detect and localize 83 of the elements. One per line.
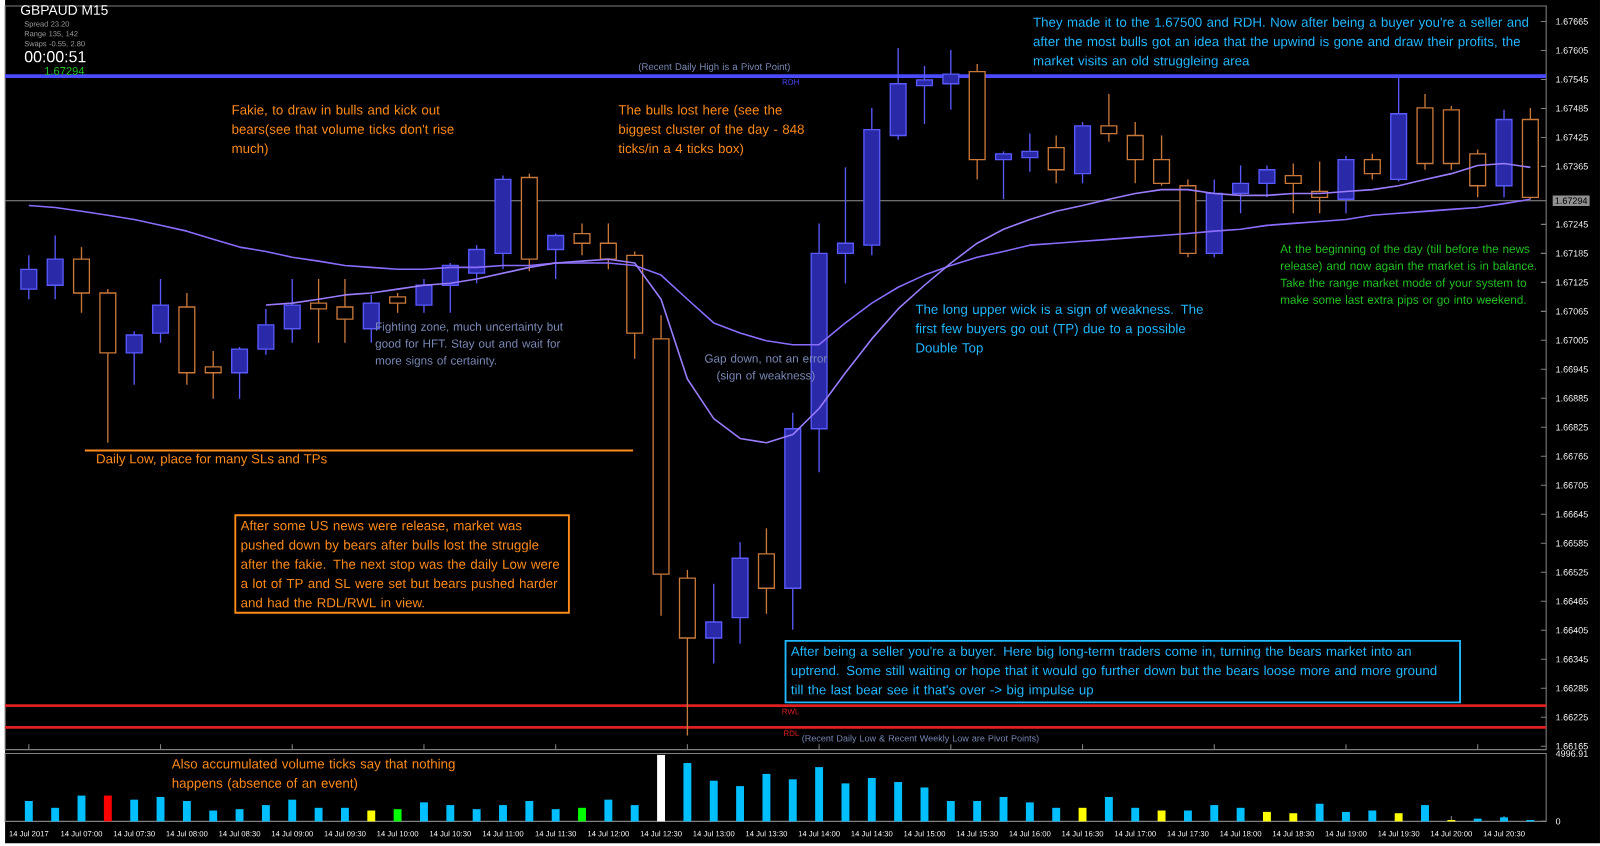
bar <box>1262 812 1271 822</box>
bar <box>130 800 139 822</box>
bar <box>867 778 876 822</box>
candlestick <box>1100 93 1118 143</box>
bar <box>499 805 507 822</box>
bar <box>1183 810 1192 822</box>
bar <box>340 808 349 822</box>
candlestick <box>915 65 934 125</box>
candlestick <box>336 278 354 344</box>
candlestick <box>1047 135 1065 185</box>
candlestick <box>836 167 855 285</box>
candlestick <box>1232 165 1250 215</box>
bar <box>235 809 244 822</box>
bar <box>1157 810 1166 822</box>
candlestick <box>468 244 486 285</box>
bar <box>1289 813 1298 822</box>
bar <box>393 809 402 822</box>
bar <box>103 795 112 822</box>
bar <box>24 801 33 822</box>
candlestick <box>705 583 723 665</box>
bar <box>1052 808 1061 822</box>
candlestick <box>599 223 617 271</box>
bar <box>1131 808 1140 822</box>
bar <box>894 782 903 822</box>
bar <box>973 801 982 822</box>
bar <box>815 767 824 822</box>
candlestick <box>310 278 328 344</box>
candlestick <box>757 527 775 615</box>
bar <box>1210 805 1219 822</box>
bar <box>446 805 455 822</box>
candlestick <box>942 49 960 111</box>
bar <box>182 801 191 822</box>
bar <box>788 779 797 822</box>
candlestick <box>72 246 91 314</box>
candlestick <box>1073 121 1092 185</box>
bar <box>51 808 60 822</box>
bar <box>736 786 745 822</box>
bar <box>1104 797 1113 822</box>
candlestick <box>1126 121 1144 185</box>
candlestick <box>573 223 591 257</box>
candlestick <box>547 233 565 280</box>
bar <box>420 802 428 822</box>
candlestick <box>415 278 433 314</box>
candlestick <box>1469 149 1487 199</box>
candlestick <box>389 292 407 314</box>
bar <box>762 774 771 822</box>
candlestick <box>257 308 275 356</box>
bar <box>472 809 481 822</box>
bar <box>1025 802 1034 822</box>
bar <box>367 810 376 822</box>
candlestick <box>1284 163 1302 215</box>
candlestick <box>204 350 222 400</box>
candlestick <box>1363 153 1381 181</box>
bar <box>1236 808 1245 822</box>
bar <box>946 801 955 822</box>
bar <box>209 810 218 822</box>
bar <box>314 808 323 822</box>
bar <box>288 800 297 822</box>
candlestick <box>125 330 143 386</box>
candlestick <box>1152 135 1171 187</box>
bar <box>1315 804 1324 822</box>
candlestick <box>46 235 64 301</box>
bar <box>551 809 560 822</box>
candlestick <box>1258 165 1276 199</box>
bar <box>1394 813 1403 822</box>
bar <box>630 805 639 822</box>
candlestick <box>283 278 301 344</box>
candlestick <box>20 254 38 301</box>
candlestick <box>230 346 249 400</box>
bar <box>1421 805 1429 822</box>
bar <box>261 805 270 822</box>
candlestick <box>1337 155 1355 215</box>
candlestick <box>994 151 1013 201</box>
bar <box>578 808 586 822</box>
bar <box>1368 810 1377 822</box>
bar <box>683 763 692 822</box>
bar <box>709 781 718 822</box>
bar <box>657 755 666 822</box>
candlestick <box>1021 133 1039 173</box>
bar <box>525 801 534 822</box>
candlestick <box>151 278 170 344</box>
bar <box>604 800 613 822</box>
bar <box>1342 812 1350 822</box>
